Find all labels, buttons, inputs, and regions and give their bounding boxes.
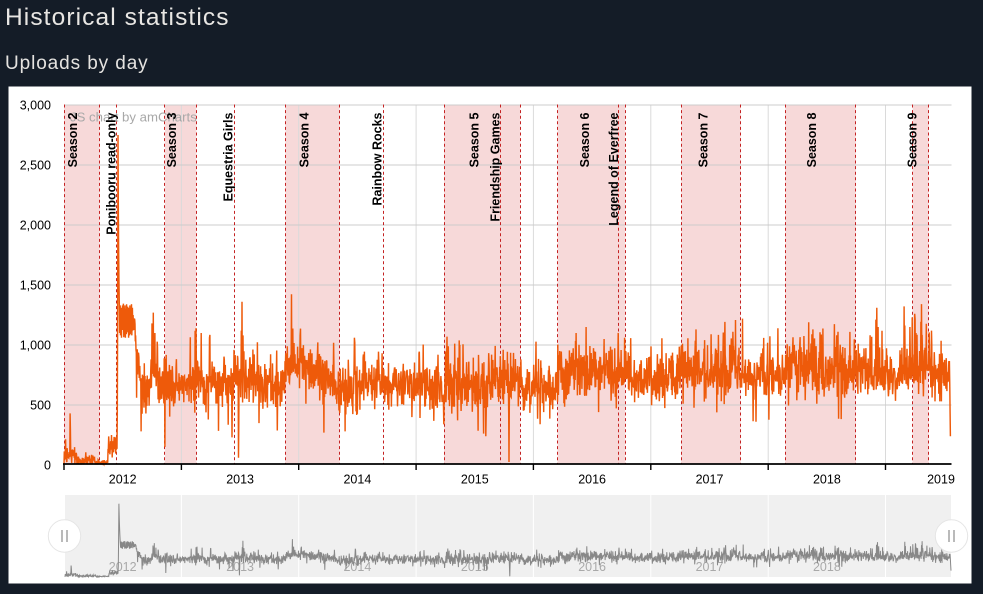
svg-text:2012: 2012 [109,560,137,574]
svg-text:2018: 2018 [813,473,841,487]
svg-text:2017: 2017 [696,473,724,487]
svg-text:JS chart by amCharts: JS chart by amCharts [70,110,197,125]
svg-text:2018: 2018 [813,560,841,574]
svg-text:Season 2: Season 2 [66,112,80,167]
svg-text:2015: 2015 [461,473,489,487]
svg-text:Season 5: Season 5 [468,112,482,167]
svg-text:2016: 2016 [578,473,606,487]
svg-text:2017: 2017 [696,560,724,574]
svg-text:3,000: 3,000 [20,99,51,113]
svg-text:Equestria Girls: Equestria Girls [221,112,235,201]
svg-text:2016: 2016 [578,560,606,574]
svg-text:Season 3: Season 3 [165,112,179,167]
svg-text:Season 6: Season 6 [578,112,592,167]
svg-text:1,500: 1,500 [20,279,51,293]
svg-text:2014: 2014 [343,473,371,487]
svg-text:Rainbow Rocks: Rainbow Rocks [370,112,384,205]
svg-text:Legend of Everfree: Legend of Everfree [607,112,621,225]
svg-text:Uploads by day: Uploads by day [5,53,149,74]
svg-text:Historical statistics: Historical statistics [5,4,230,31]
svg-text:Season 7: Season 7 [697,112,711,167]
svg-text:Season 9: Season 9 [905,112,919,167]
svg-text:2013: 2013 [226,473,254,487]
svg-text:1,000: 1,000 [20,339,51,353]
svg-text:Season 8: Season 8 [805,112,819,167]
svg-text:2012: 2012 [109,473,137,487]
svg-text:2,500: 2,500 [20,159,51,173]
svg-text:2,000: 2,000 [20,219,51,233]
svg-text:Season 4: Season 4 [298,112,312,167]
svg-text:2014: 2014 [343,560,371,574]
svg-text:500: 500 [30,399,51,413]
svg-text:0: 0 [44,459,51,473]
svg-text:Ponibooru read-only: Ponibooru read-only [105,112,119,234]
svg-text:2019: 2019 [927,473,955,487]
svg-text:Friendship Games: Friendship Games [488,112,502,221]
